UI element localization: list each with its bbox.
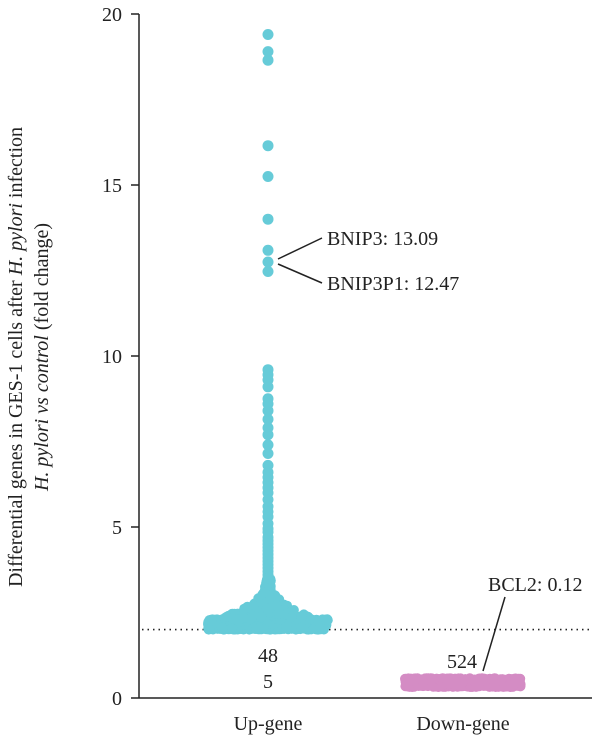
up-gene-point xyxy=(262,429,274,441)
up-gene-point xyxy=(262,140,274,152)
up-count-line-2: 5 xyxy=(263,671,273,693)
y-axis-title-part-2: H. pylori xyxy=(5,203,27,276)
y-axis-title-part-4: H. pylori vs control xyxy=(31,335,53,492)
up-gene-point xyxy=(256,612,266,623)
up-gene-point xyxy=(254,623,265,634)
up-gene-point xyxy=(296,612,307,623)
y-tick-label-20: 20 xyxy=(102,4,122,26)
y-axis-title-part-1: Differential genes in GES-1 cells after xyxy=(5,275,27,587)
up-gene-point xyxy=(262,448,274,459)
y-tick-label-0: 0 xyxy=(112,688,122,710)
up-gene-point xyxy=(231,614,242,625)
x-label-up-gene: Up-gene xyxy=(234,713,303,735)
y-axis-title-line-2: H. pylori vs control (fold change) xyxy=(31,223,53,492)
y-ticks: 0 5 10 15 20 xyxy=(102,4,139,710)
up-gene-point xyxy=(262,381,274,393)
up-gene-point xyxy=(262,413,274,425)
bnip3-leader xyxy=(277,237,323,260)
down-gene-point xyxy=(498,681,509,692)
annotation-bnip3p1: BNIP3P1: 12.47 xyxy=(327,273,459,295)
y-tick-label-15: 15 xyxy=(102,175,122,197)
y-tick-label-5: 5 xyxy=(112,517,122,539)
up-gene-point xyxy=(262,266,274,277)
up-gene-point xyxy=(262,405,274,417)
bnip3p1-leader xyxy=(277,263,323,284)
up-gene-point xyxy=(262,46,274,58)
up-gene-point xyxy=(262,603,274,615)
down-gene-point xyxy=(441,673,451,684)
up-gene-point xyxy=(262,439,274,451)
up-gene-point xyxy=(239,603,250,614)
up-gene-point xyxy=(222,611,232,622)
down-count-line-1: 524 xyxy=(447,651,477,673)
down-gene-point xyxy=(479,675,490,686)
up-gene-point xyxy=(248,600,259,611)
up-gene-point xyxy=(304,613,315,624)
up-gene-point xyxy=(271,600,282,611)
up-gene-point xyxy=(262,256,274,268)
up-gene-point xyxy=(262,54,274,66)
points-up-gene xyxy=(203,29,333,635)
down-gene-point xyxy=(409,675,420,686)
y-axis-title-line-1: Differential genes in GES-1 cells after … xyxy=(5,127,27,587)
up-gene-point xyxy=(262,29,274,40)
down-gene-point xyxy=(451,675,462,686)
annotation-bcl2: BCL2: 0.12 xyxy=(488,574,582,596)
x-label-down-gene: Down-gene xyxy=(416,713,509,735)
up-gene-point xyxy=(262,244,274,256)
y-axis-title-part-3: infection xyxy=(5,127,27,203)
y-tick-label-10: 10 xyxy=(102,346,122,368)
bcl2-leader xyxy=(482,596,506,672)
down-gene-point xyxy=(418,677,429,688)
down-gene-point xyxy=(513,673,524,684)
y-axis-title-part-5: (fold change) xyxy=(31,223,53,335)
up-gene-point xyxy=(286,612,297,623)
down-gene-point xyxy=(469,676,480,687)
up-gene-point xyxy=(262,171,274,182)
points-down-gene xyxy=(400,673,526,692)
up-gene-point xyxy=(274,608,285,619)
up-count-line-1: 48 xyxy=(258,645,278,667)
up-gene-point xyxy=(204,623,215,634)
up-gene-point xyxy=(321,614,331,625)
up-gene-point xyxy=(216,622,227,633)
up-gene-point xyxy=(262,213,274,225)
annotation-bnip3: BNIP3: 13.09 xyxy=(327,228,438,250)
down-gene-point xyxy=(489,680,500,691)
